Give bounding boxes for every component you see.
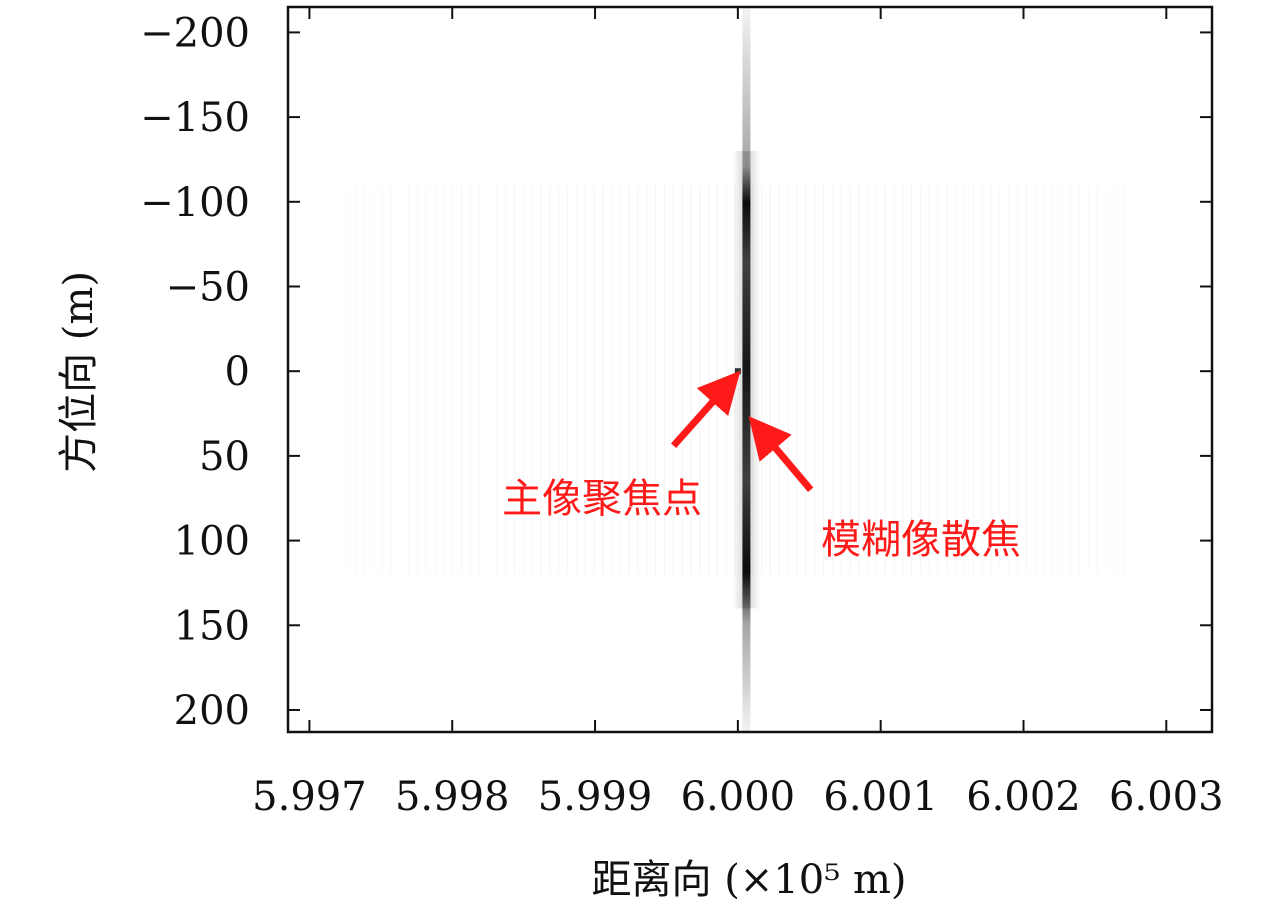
- y-tick-label: 0: [225, 349, 250, 395]
- defocused-streak: [742, 7, 751, 732]
- main-arrow: [670, 370, 741, 449]
- main-focus-point: [734, 368, 741, 375]
- x-tick-label: 5.997: [252, 774, 367, 820]
- y-tick-label: −100: [140, 180, 250, 226]
- blur-annotation-label: 模糊像散焦: [821, 517, 1021, 563]
- y-tick-label: −200: [140, 10, 250, 56]
- y-tick-label: 50: [199, 434, 250, 480]
- plot-border: [286, 5, 1214, 734]
- axis-ticks: [288, 7, 1212, 732]
- tick-labels: 5.997 5.998 5.999 6.000 6.001 6.002 6.003 −200 −…: [140, 10, 1223, 820]
- x-axis-title: 距离向 (×10⁵ m): [591, 857, 906, 903]
- x-tick-label: 5.998: [395, 774, 510, 820]
- y-axis-title: 方位向 (m): [56, 271, 102, 473]
- x-tick-label: 6.001: [823, 774, 938, 820]
- blur-arrow: [748, 416, 814, 493]
- main-annotation-label: 主像聚焦点: [502, 476, 702, 522]
- x-tick-label: 6.003: [1109, 774, 1224, 820]
- x-tick-label: 6.000: [681, 774, 796, 820]
- x-tick-label: 6.002: [966, 774, 1081, 820]
- x-tick-label: 5.999: [538, 774, 653, 820]
- y-tick-label: 100: [174, 519, 250, 565]
- plot-frame: [286, 5, 1214, 734]
- y-tick-label: −150: [140, 95, 250, 141]
- y-tick-label: 150: [174, 603, 250, 649]
- y-tick-label: 200: [174, 688, 250, 734]
- y-tick-label: −50: [166, 264, 250, 310]
